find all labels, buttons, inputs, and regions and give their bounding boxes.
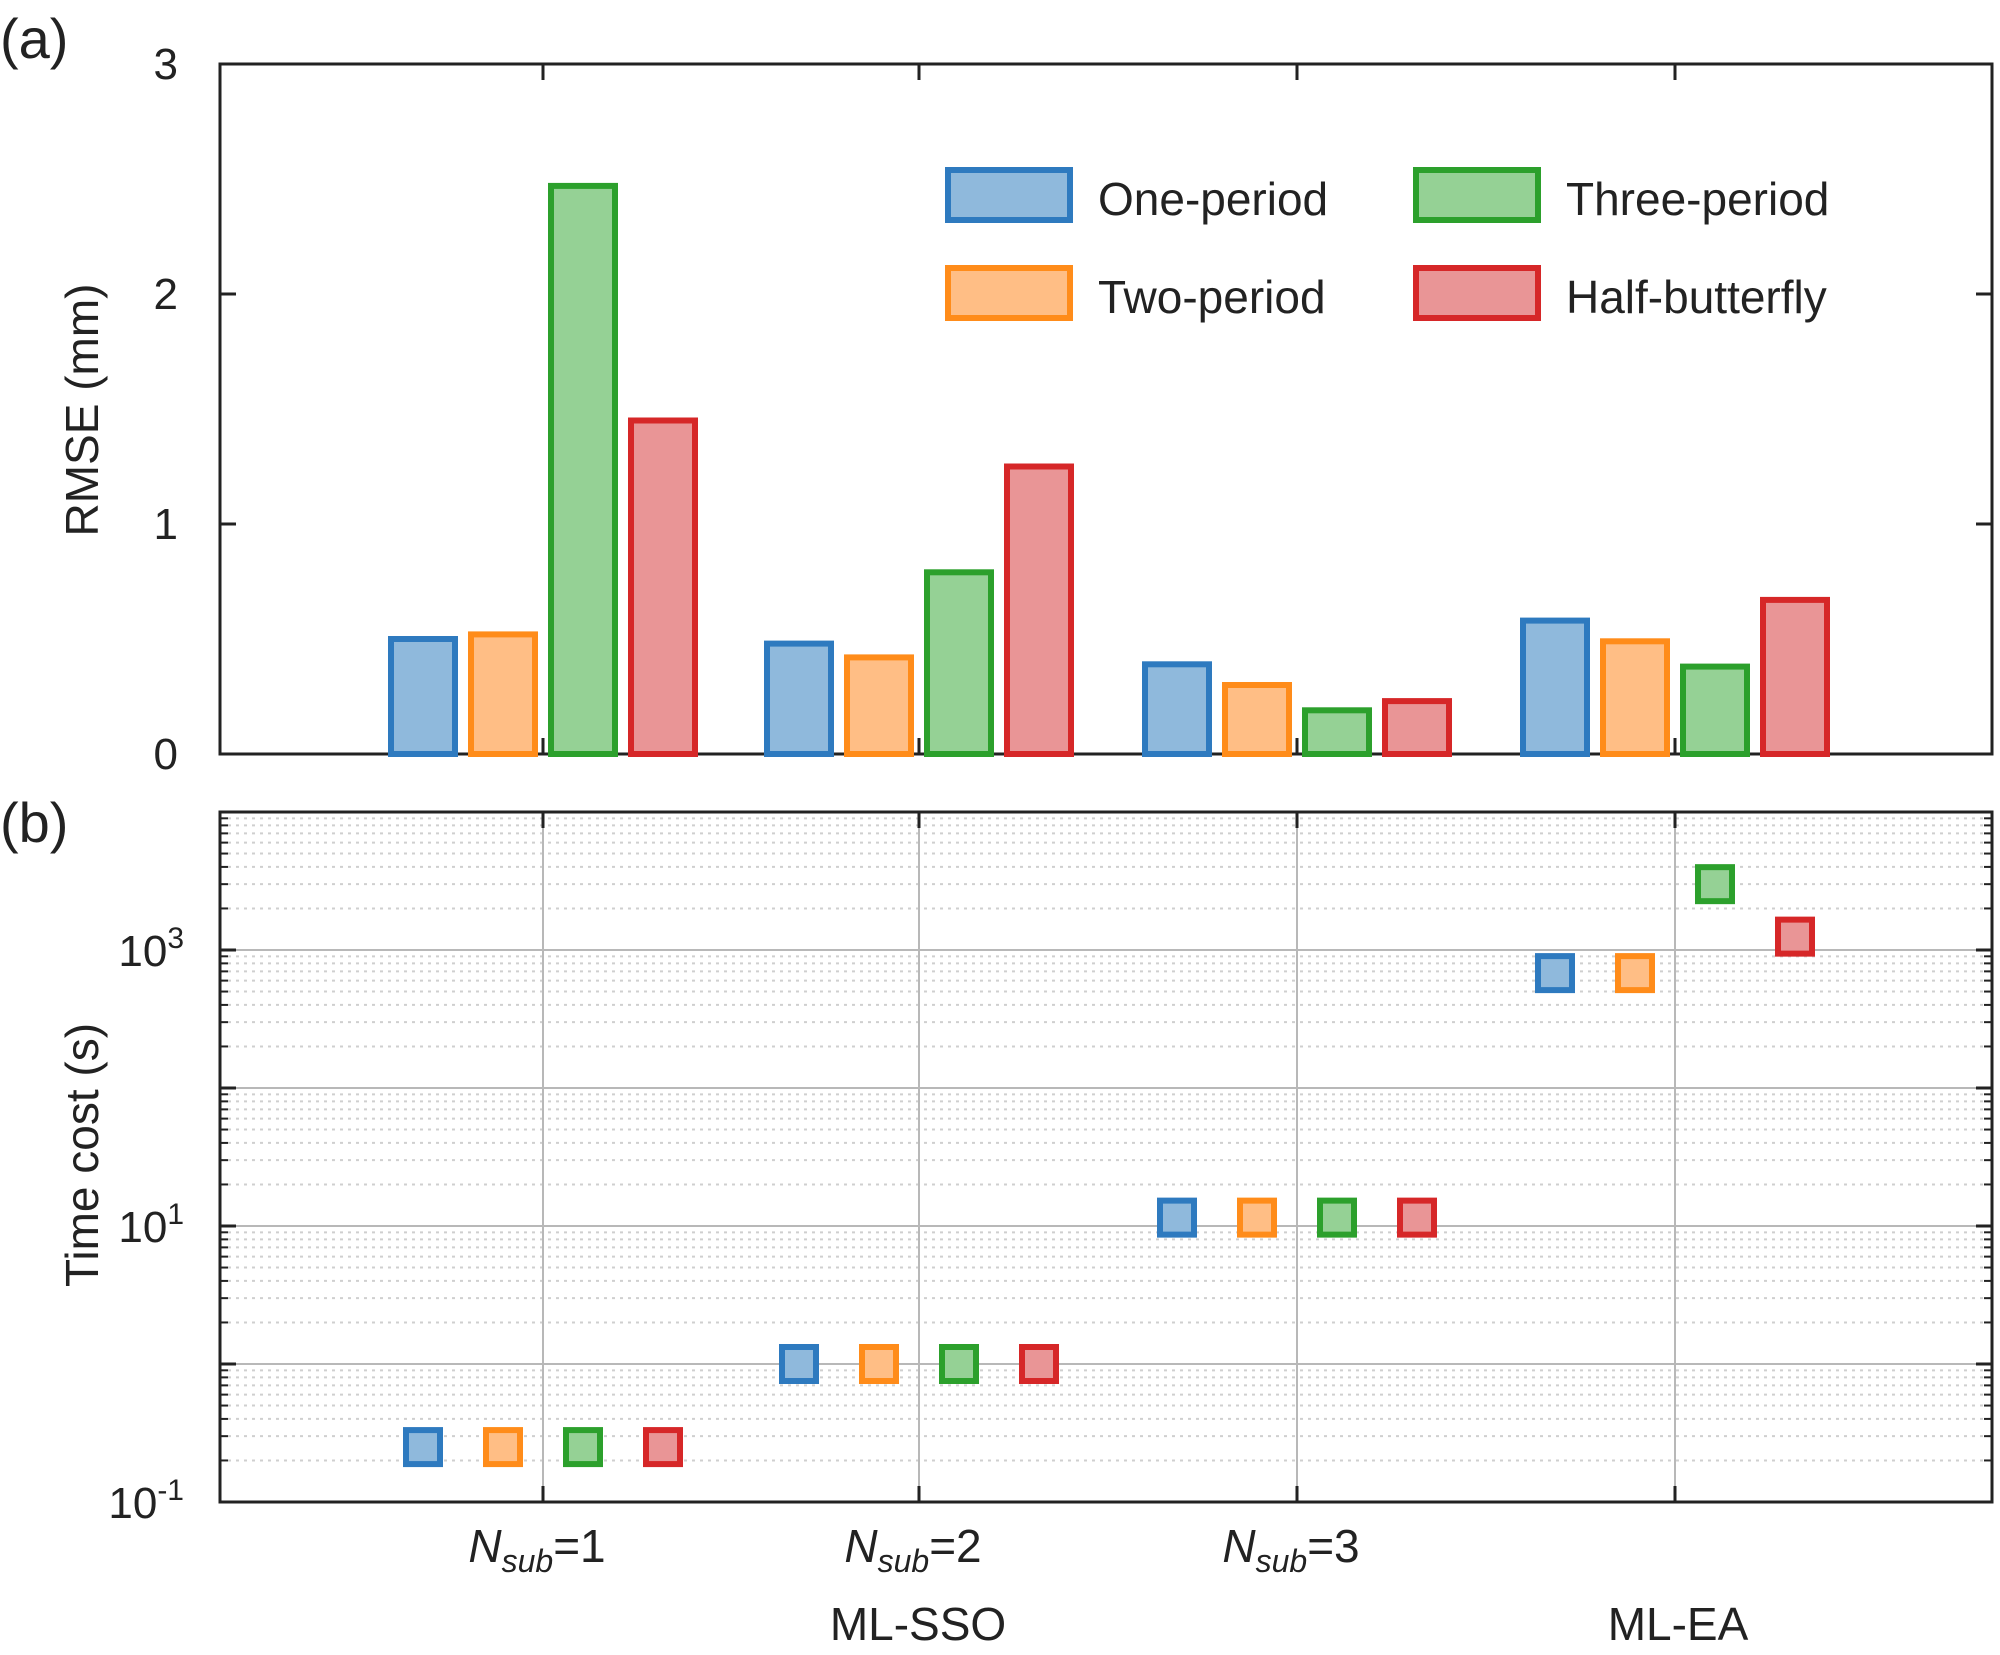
marker-half xyxy=(1019,1344,1059,1384)
panel-a-ytick-labels: 0 1 2 3 xyxy=(154,40,178,779)
b-ytick-label: 101 xyxy=(118,1198,184,1252)
panel-a-axes: 0 1 2 3 RMSE (mm) xyxy=(56,40,1994,779)
legend-label-half: Half-butterfly xyxy=(1566,271,1827,323)
marker-two xyxy=(1237,1197,1277,1238)
marker-three xyxy=(1695,864,1735,905)
method-label-ml-ea: ML-EA xyxy=(1608,1598,1749,1650)
panel-b-frame xyxy=(218,810,1994,1504)
marker-three xyxy=(939,1344,979,1384)
marker-three xyxy=(1317,1197,1357,1238)
marker-one xyxy=(403,1427,443,1468)
marker-one xyxy=(779,1344,819,1384)
legend-swatch-one xyxy=(945,167,1073,223)
marker-half xyxy=(1775,916,1815,957)
bar-three xyxy=(1302,707,1372,757)
a-ytick-label: 0 xyxy=(154,730,178,779)
bar-two xyxy=(1222,682,1292,757)
x-group-label: Nsub=1 xyxy=(468,1520,605,1579)
panel-b-ticks xyxy=(220,810,1992,1504)
panel-a-label: (a) xyxy=(0,7,68,70)
panel-a-ticks xyxy=(220,62,1992,756)
legend: One-period Two-period Three-period Half-but… xyxy=(945,167,1829,323)
panel-b-label: (b) xyxy=(0,791,68,854)
bar-one xyxy=(388,636,458,757)
a-ytick-label: 2 xyxy=(154,270,178,319)
a-ytick-label: 1 xyxy=(154,500,178,549)
panel-b-ylabel: Time cost (s) xyxy=(56,1023,108,1287)
bar-two xyxy=(844,654,914,758)
legend-label-three: Three-period xyxy=(1566,173,1829,225)
marker-two xyxy=(483,1427,523,1468)
x-group-label: Nsub=2 xyxy=(844,1520,981,1579)
b-ytick-label: 10-1 xyxy=(108,1474,184,1528)
panel-b-ytick-labels: 10-1 101 103 xyxy=(108,922,184,1528)
bar-three xyxy=(924,569,994,757)
x-group-labels: Nsub=1 Nsub=2 Nsub=3 xyxy=(468,1520,1359,1579)
marker-one xyxy=(1535,953,1575,994)
panel-a-frame xyxy=(218,62,1994,756)
panel-b-markers xyxy=(403,864,1815,1468)
a-ytick-label: 3 xyxy=(154,40,178,89)
panel-a-ylabel: RMSE (mm) xyxy=(56,284,108,537)
bar-one xyxy=(1142,661,1212,757)
bar-two xyxy=(468,631,538,758)
marker-three xyxy=(563,1427,603,1468)
marker-one xyxy=(1157,1197,1197,1238)
legend-label-one: One-period xyxy=(1098,173,1328,225)
x-group-label: Nsub=3 xyxy=(1222,1520,1359,1579)
panel-a-bars xyxy=(388,182,1830,758)
bar-three xyxy=(548,182,618,757)
marker-two xyxy=(859,1344,899,1384)
legend-swatch-three xyxy=(1413,167,1541,223)
marker-half xyxy=(1397,1197,1437,1238)
method-label-ml-sso: ML-SSO xyxy=(830,1598,1006,1650)
marker-two xyxy=(1615,953,1655,994)
legend-swatch-half xyxy=(1413,265,1541,321)
bar-half xyxy=(1760,596,1830,758)
b-ytick-label: 103 xyxy=(118,922,184,976)
bar-three xyxy=(1680,663,1750,757)
bar-half xyxy=(1382,698,1452,757)
marker-half xyxy=(643,1427,683,1468)
legend-label-two: Two-period xyxy=(1098,271,1326,323)
bar-two xyxy=(1600,638,1670,757)
bar-one xyxy=(764,640,834,757)
bar-half xyxy=(628,417,698,757)
bar-one xyxy=(1520,617,1590,757)
legend-swatch-two xyxy=(945,265,1073,321)
bar-half xyxy=(1004,463,1074,757)
panel-b-bg xyxy=(220,812,1992,1502)
panel-b-axes: 10-1 101 103 Time cost (s) xyxy=(56,810,1994,1528)
